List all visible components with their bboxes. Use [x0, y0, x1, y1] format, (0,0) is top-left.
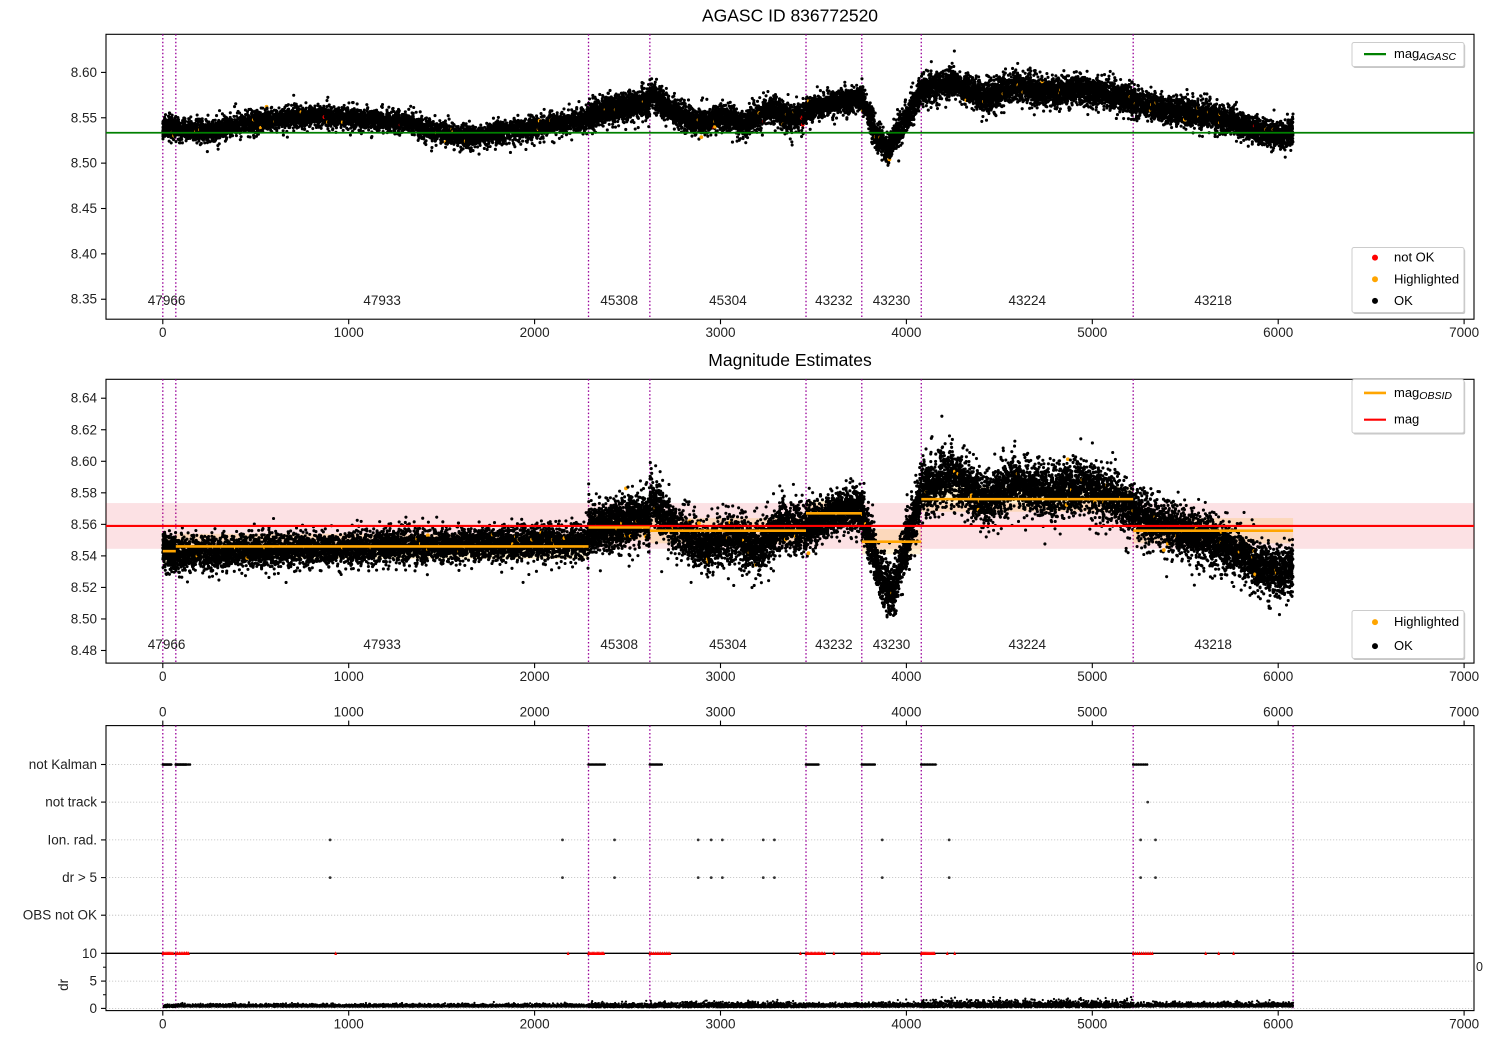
svg-text:8.45: 8.45 — [71, 201, 97, 216]
svg-text:5000: 5000 — [1077, 325, 1107, 340]
svg-text:8.60: 8.60 — [71, 65, 97, 80]
svg-text:43224: 43224 — [1008, 293, 1046, 308]
svg-text:43232: 43232 — [815, 293, 853, 308]
svg-text:43230: 43230 — [873, 293, 911, 308]
svg-text:8.55: 8.55 — [71, 110, 97, 125]
svg-text:6000: 6000 — [1263, 325, 1293, 340]
svg-text:7000: 7000 — [1449, 325, 1479, 340]
svg-text:1000: 1000 — [334, 325, 364, 340]
svg-text:AGASC ID 836772520: AGASC ID 836772520 — [702, 6, 878, 26]
svg-text:8.35: 8.35 — [71, 292, 97, 307]
svg-text:47933: 47933 — [363, 293, 401, 308]
svg-text:8.40: 8.40 — [71, 246, 97, 261]
svg-text:4000: 4000 — [891, 325, 921, 340]
svg-text:43218: 43218 — [1194, 293, 1232, 308]
svg-text:8.50: 8.50 — [71, 156, 97, 171]
svg-text:0: 0 — [159, 325, 167, 340]
svg-text:47966: 47966 — [148, 293, 186, 308]
svg-text:2000: 2000 — [520, 325, 550, 340]
svg-text:45304: 45304 — [709, 293, 747, 308]
svg-text:3000: 3000 — [705, 325, 735, 340]
svg-text:45308: 45308 — [600, 293, 638, 308]
